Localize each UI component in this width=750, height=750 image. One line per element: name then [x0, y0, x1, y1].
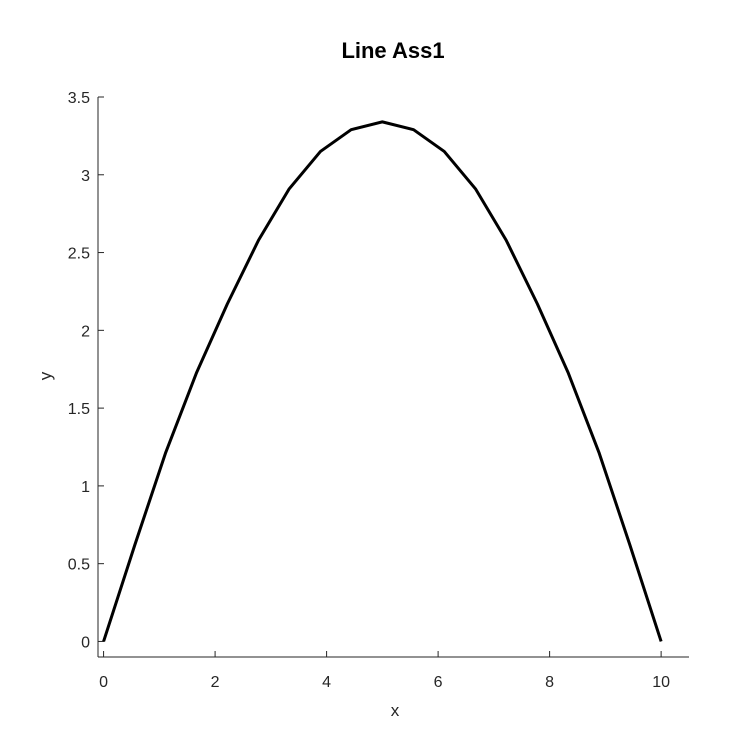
y-tick-label: 1.5 — [68, 401, 90, 418]
x-tick-label: 10 — [652, 674, 670, 691]
x-tick-label: 4 — [322, 674, 331, 691]
y-axis-label: y — [36, 371, 55, 380]
y-tick-label: 3.5 — [68, 90, 90, 107]
y-tick-label: 2.5 — [68, 246, 90, 263]
x-tick-label: 2 — [211, 674, 220, 691]
chart-title: Line Ass1 — [341, 38, 444, 63]
x-tick-label: 0 — [99, 674, 108, 691]
y-tick-label: 2 — [81, 323, 90, 340]
x-tick-label: 6 — [434, 674, 443, 691]
series-line — [102, 120, 663, 642]
x-tick-label: 8 — [545, 674, 554, 691]
x-axis-label: x — [391, 701, 400, 720]
y-tick-label: 3 — [81, 168, 90, 185]
y-tick-label: 0.5 — [68, 557, 90, 574]
plot-area: 0 2 4 6 8 10 0 0.5 1 1.5 2 2.5 3 3.5 — [68, 90, 689, 691]
y-tick-label: 0 — [81, 634, 90, 651]
y-tick-label: 1 — [81, 479, 90, 496]
